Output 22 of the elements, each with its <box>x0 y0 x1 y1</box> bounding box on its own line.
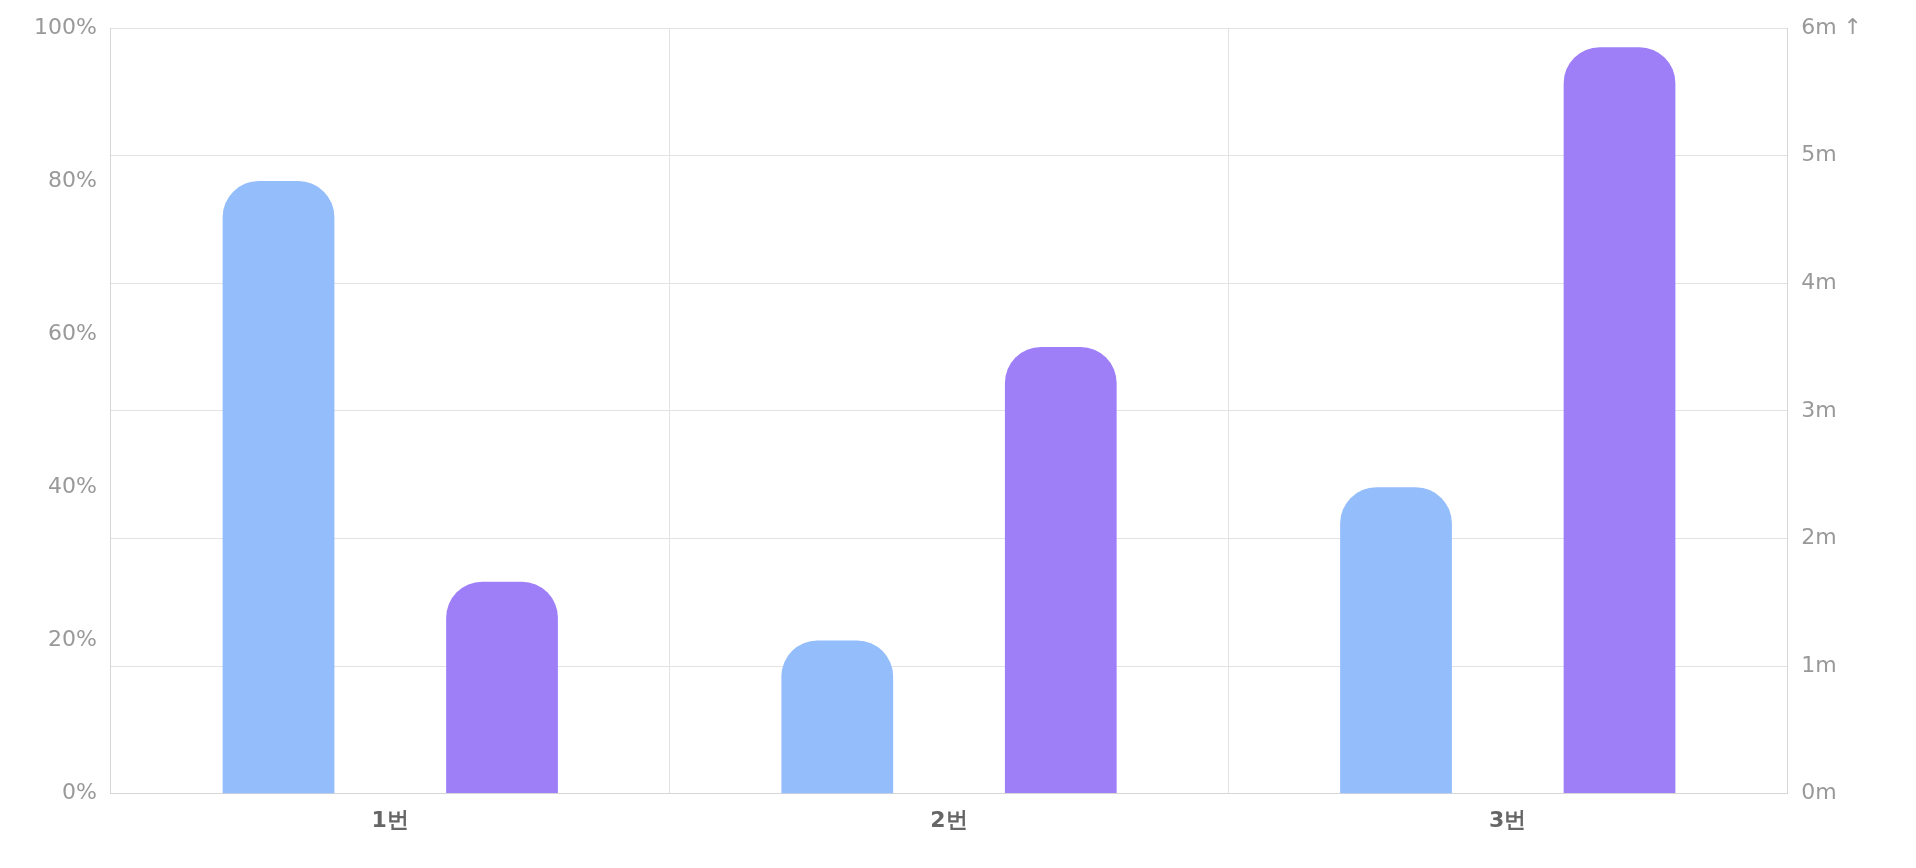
bar <box>1340 487 1452 794</box>
x-tick-label: 2번 <box>930 806 968 832</box>
y2-tick-label: 1m <box>1801 651 1837 677</box>
y-tick-label: 100% <box>33 13 97 39</box>
y-tick-label: 20% <box>47 626 97 652</box>
bar <box>446 581 558 794</box>
y2-tick-label: 2m <box>1801 524 1837 550</box>
x-tick-label: 1번 <box>371 806 409 832</box>
y2-tick-label: 4m <box>1801 268 1837 294</box>
y2-tick-label: 6m ↑ <box>1801 13 1862 39</box>
y-tick-label: 40% <box>47 473 97 499</box>
bar <box>781 640 894 794</box>
x-tick-label: 3번 <box>1489 806 1527 832</box>
y2-tick-label: 5m <box>1801 141 1837 167</box>
bar <box>1563 47 1676 794</box>
y-tick-label: 60% <box>47 319 97 345</box>
y-tick-label: 0% <box>61 779 97 805</box>
bar <box>222 181 335 794</box>
y2-tick-label: 0m <box>1801 779 1837 805</box>
y2-tick-label: 3m <box>1801 396 1837 422</box>
bar <box>1004 347 1117 794</box>
y-tick-label: 80% <box>47 166 97 192</box>
